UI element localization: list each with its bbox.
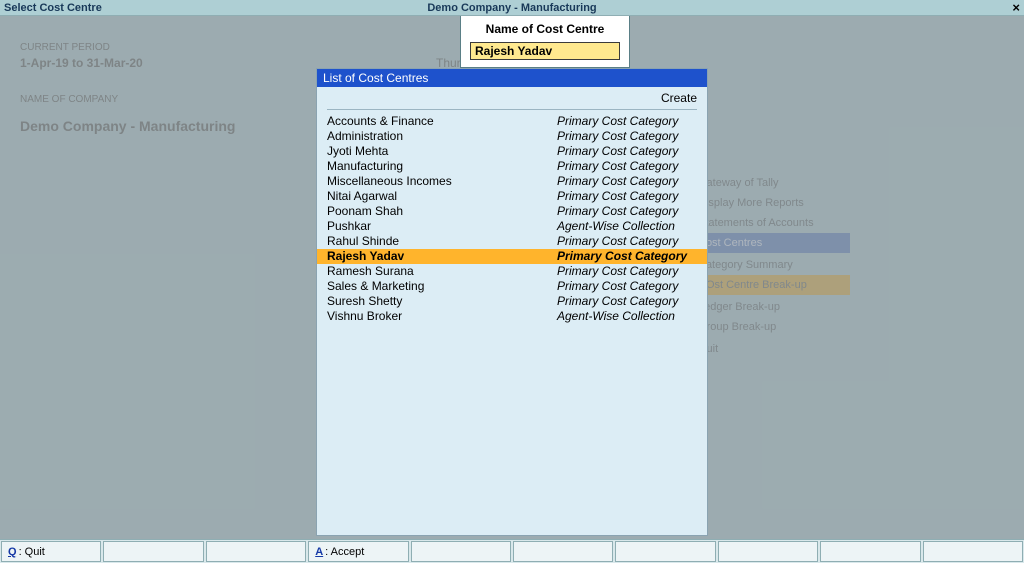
list-row-category: Primary Cost Category: [557, 114, 707, 129]
blank-button: [206, 541, 306, 562]
list-row-name: Pushkar: [317, 219, 557, 234]
list-row[interactable]: Rahul ShindePrimary Cost Category: [317, 234, 707, 249]
list-row-name: Jyoti Mehta: [317, 144, 557, 159]
cost-centre-name-input[interactable]: Rajesh Yadav: [470, 42, 620, 60]
list-row-category: Primary Cost Category: [557, 189, 707, 204]
list-row-category: Primary Cost Category: [557, 249, 707, 264]
list-row-category: Agent-Wise Collection: [557, 309, 707, 324]
list-row-name: Poonam Shah: [317, 204, 557, 219]
list-row-name: Manufacturing: [317, 159, 557, 174]
quit-button[interactable]: Q : Quit: [1, 541, 101, 562]
list-row-category: Primary Cost Category: [557, 144, 707, 159]
list-row[interactable]: PushkarAgent-Wise Collection: [317, 219, 707, 234]
list-row[interactable]: AdministrationPrimary Cost Category: [317, 129, 707, 144]
blank-button: [615, 541, 715, 562]
list-row-category: Agent-Wise Collection: [557, 219, 707, 234]
list-row-name: Nitai Agarwal: [317, 189, 557, 204]
list-row[interactable]: Vishnu BrokerAgent-Wise Collection: [317, 309, 707, 324]
list-row-name: Sales & Marketing: [317, 279, 557, 294]
quit-key: Q: [8, 546, 17, 558]
cost-centre-name-dialog: Name of Cost Centre Rajesh Yadav: [460, 16, 630, 68]
list-row[interactable]: ManufacturingPrimary Cost Category: [317, 159, 707, 174]
list-row-category: Primary Cost Category: [557, 129, 707, 144]
list-row-name: Accounts & Finance: [317, 114, 557, 129]
list-row-name: Suresh Shetty: [317, 294, 557, 309]
close-icon[interactable]: ×: [1012, 0, 1020, 15]
blank-button: [923, 541, 1023, 562]
blank-button: [513, 541, 613, 562]
list-row-category: Primary Cost Category: [557, 264, 707, 279]
window-title-left: Select Cost Centre: [4, 2, 102, 14]
list-row[interactable]: Rajesh YadavPrimary Cost Category: [317, 249, 707, 264]
list-row[interactable]: Jyoti MehtaPrimary Cost Category: [317, 144, 707, 159]
list-row-category: Primary Cost Category: [557, 159, 707, 174]
cost-centres-list-panel: List of Cost Centres Create Accounts & F…: [316, 68, 708, 536]
list-row-category: Primary Cost Category: [557, 294, 707, 309]
blank-button: [411, 541, 511, 562]
list-header: List of Cost Centres: [317, 69, 707, 87]
list-row[interactable]: Sales & MarketingPrimary Cost Category: [317, 279, 707, 294]
cost-centre-name-label: Name of Cost Centre: [486, 22, 605, 36]
accept-label: : Accept: [325, 546, 364, 558]
accept-key: A: [315, 546, 323, 558]
blank-button: [718, 541, 818, 562]
list-row-category: Primary Cost Category: [557, 279, 707, 294]
separator: [327, 109, 697, 110]
list-items: Accounts & FinancePrimary Cost CategoryA…: [317, 112, 707, 326]
list-row[interactable]: Ramesh SuranaPrimary Cost Category: [317, 264, 707, 279]
blank-button: [820, 541, 920, 562]
blank-button: [103, 541, 203, 562]
window-title-center: Demo Company - Manufacturing: [427, 2, 596, 14]
list-row-category: Primary Cost Category: [557, 234, 707, 249]
list-row[interactable]: Suresh ShettyPrimary Cost Category: [317, 294, 707, 309]
list-row-name: Vishnu Broker: [317, 309, 557, 324]
create-link[interactable]: Create: [317, 87, 707, 105]
list-row[interactable]: Miscellaneous IncomesPrimary Cost Catego…: [317, 174, 707, 189]
list-row-name: Rahul Shinde: [317, 234, 557, 249]
quit-label: : Quit: [19, 546, 45, 558]
list-row-name: Rajesh Yadav: [317, 249, 557, 264]
list-row-name: Ramesh Surana: [317, 264, 557, 279]
list-row-category: Primary Cost Category: [557, 174, 707, 189]
list-row-name: Administration: [317, 129, 557, 144]
list-row-category: Primary Cost Category: [557, 204, 707, 219]
list-row[interactable]: Accounts & FinancePrimary Cost Category: [317, 114, 707, 129]
list-row[interactable]: Poonam ShahPrimary Cost Category: [317, 204, 707, 219]
title-bar: Select Cost Centre Demo Company - Manufa…: [0, 0, 1024, 16]
list-row-name: Miscellaneous Incomes: [317, 174, 557, 189]
bottom-button-bar: Q : Quit A : Accept: [0, 539, 1024, 563]
accept-button[interactable]: A : Accept: [308, 541, 408, 562]
list-row[interactable]: Nitai AgarwalPrimary Cost Category: [317, 189, 707, 204]
